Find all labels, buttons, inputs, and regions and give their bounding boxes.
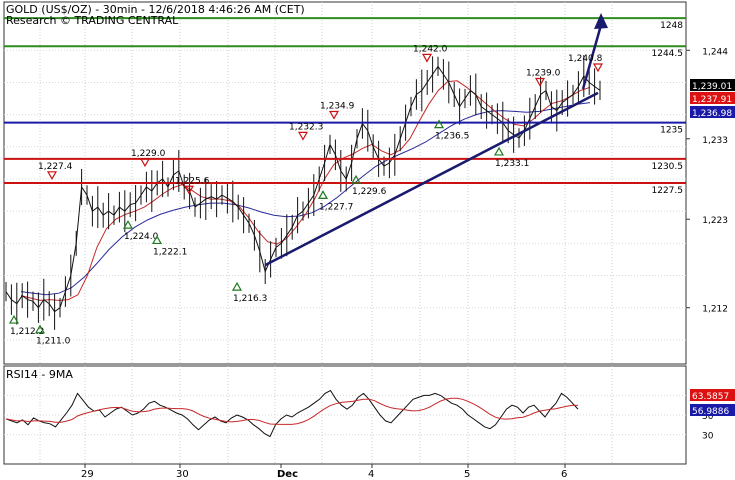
swing-high-marker [183, 185, 195, 195]
swing-high-label: 1,227.4 [38, 162, 73, 172]
swing-high-label: 1,229.0 [131, 149, 166, 159]
swing-high-marker [421, 53, 433, 63]
rsi-badge-label: 63.5857 [692, 392, 729, 402]
price-tick-label: 1,244 [702, 47, 728, 57]
swing-high-marker [592, 63, 604, 73]
price-tick-label: 1,223 [702, 216, 728, 226]
swing-high-label: 1,240.8 [568, 54, 603, 64]
projection-arrow [581, 24, 603, 90]
swing-low-label: 1,211.0 [36, 337, 71, 347]
swing-low-marker [8, 314, 20, 324]
moving-average-fast-line [20, 80, 591, 301]
swing-high-marker [328, 110, 340, 120]
rsi-ma-line [5, 397, 579, 425]
swing-low-label: 1,212.2 [10, 327, 44, 337]
trendline-line [264, 91, 599, 267]
swing-low-label: 1,236.5 [435, 132, 469, 142]
time-axis: 29 30 Dec 4 5 6 [81, 464, 567, 480]
time-tick-label: 6 [561, 469, 567, 480]
grid [4, 2, 686, 464]
rsi-badge [690, 389, 735, 401]
level-label: 1227.5 [652, 186, 684, 196]
price-badges: 1,239.01 1,237.91 1,236.98 [690, 79, 735, 119]
price-badge [690, 106, 735, 118]
swing-high-label: 1,239.0 [526, 68, 561, 78]
price-axis: 1,244 1,233 1,223 1,212 [686, 47, 728, 315]
swing-low-label: 1,224.0 [124, 232, 159, 242]
rsi-tick-label: 50 [702, 412, 714, 422]
price-badge-label: 1,236.98 [692, 109, 732, 119]
swing-low-label: 1,227.7 [319, 202, 353, 212]
price-tick-label: 1,212 [702, 305, 728, 315]
chart-subtitle: Research © TRADING CENTRAL [6, 14, 179, 27]
swing-high-label: 1,242.0 [413, 44, 448, 54]
swing-high-marker [139, 158, 151, 168]
swing-low-label: 1,216.3 [233, 294, 267, 304]
swing-low-marker [493, 146, 505, 156]
level-label: 1244.5 [652, 49, 684, 59]
swing-low-label: 1,222.1 [153, 247, 187, 257]
level-label: 1235 [660, 126, 683, 136]
time-tick-label: 4 [368, 469, 374, 480]
price-series [5, 55, 601, 330]
swing-low-label: 1,229.6 [352, 187, 387, 197]
swing-low-marker [122, 219, 134, 229]
projection-arrowhead [594, 13, 608, 29]
price-badge [690, 79, 735, 91]
swing-high-marker [297, 131, 309, 141]
swing-low-marker [151, 235, 163, 245]
swing-high-label: 1,234.9 [320, 101, 355, 111]
rsi-badge [690, 404, 735, 416]
level-label: 1230.5 [652, 162, 684, 172]
swing-low-marker [433, 119, 445, 129]
time-tick-label: 30 [176, 469, 189, 480]
price-badge-label: 1,237.91 [692, 95, 732, 105]
swing-high-marker [534, 77, 546, 87]
price-badge [690, 92, 735, 104]
support-resistance-levels: 1248 1244.5 1235 1230.5 1227.5 [4, 17, 686, 196]
swing-low-marker [317, 190, 329, 199]
level-label: 1248 [660, 21, 683, 31]
time-tick-label: 5 [464, 469, 470, 480]
swing-low-marker [34, 324, 46, 334]
price-badge-label: 1,239.01 [692, 82, 732, 92]
swing-high-marker [46, 171, 58, 181]
rsi-panel [3, 365, 687, 465]
time-tick-label: Dec [277, 469, 298, 480]
rsi-line [5, 389, 579, 438]
price-tick-label: 1,233 [702, 136, 728, 146]
rsi-label: RSI14 - 9MA [6, 368, 73, 381]
swing-high-label: 1,232.3 [289, 122, 323, 132]
swing-low-marker [231, 281, 243, 291]
rsi-tick-label: 30 [702, 432, 714, 442]
rsi-badge-label: 56.9886 [692, 407, 729, 417]
swing-annotations: 1,212.21,211.0 1,227.4 1,229.0 1,224.0 1,222… [8, 44, 604, 347]
trendline [264, 13, 608, 267]
swing-low-marker [350, 174, 362, 184]
chart-title: GOLD (US$/OZ) - 30min - 12/6/2018 4:46:2… [6, 3, 305, 16]
swing-low-label: 1,233.1 [495, 159, 529, 169]
swing-high-label: 1,225.6 [175, 176, 210, 186]
price-line [5, 65, 601, 313]
moving-average-fast [20, 80, 591, 301]
time-tick-label: 29 [81, 469, 94, 480]
